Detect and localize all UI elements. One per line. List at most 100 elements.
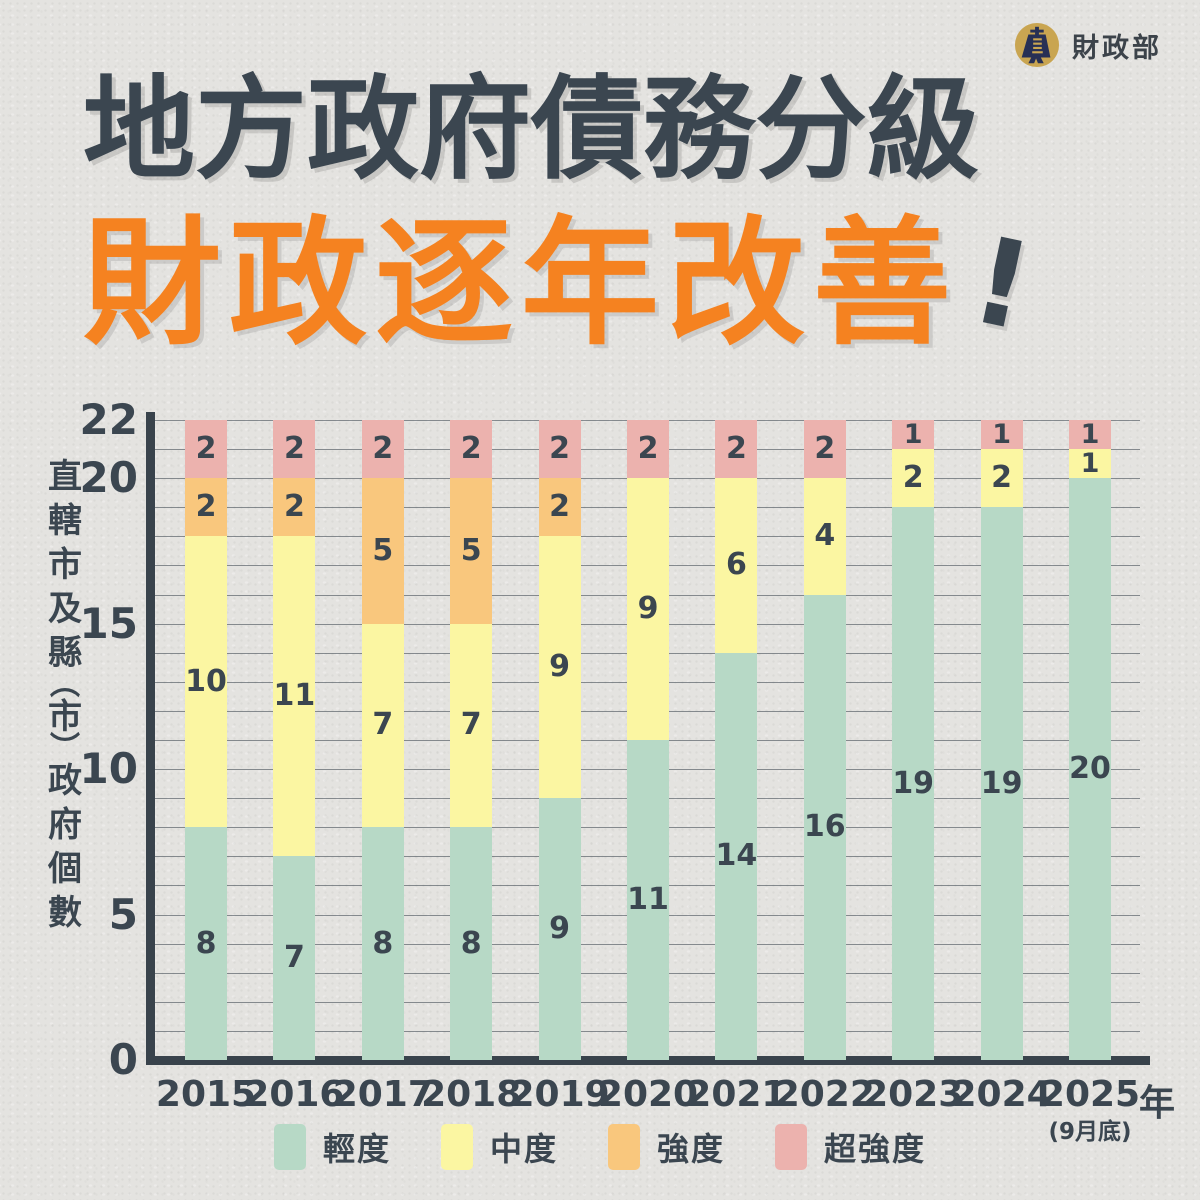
legend-item-中度: 中度: [440, 1124, 558, 1170]
bar-value-label: 7: [283, 940, 305, 976]
bar-value-label: 5: [460, 532, 482, 568]
bar-2020: 11 9 2: [627, 420, 669, 1060]
x-axis-tick-label-2017: 2017: [332, 1074, 433, 1115]
legend-label: 輕度: [322, 1130, 391, 1168]
bar-segment-輕度-2016: 7: [273, 856, 316, 1060]
x-axis-tick-label-2022: 2022: [774, 1074, 875, 1115]
bar-segment-中度-2019: 9: [538, 536, 581, 799]
poster-title-line2: 財政逐年改善!: [83, 211, 1043, 358]
bar-value-label: 11: [273, 678, 316, 714]
bar-segment-輕度-2023: 19: [892, 507, 935, 1060]
bar-segment-超強度-2024: 1: [980, 419, 1023, 451]
bar-value-label: 8: [372, 925, 394, 961]
bar-value-label: 2: [814, 431, 836, 467]
bar-value-label: 2: [195, 431, 217, 467]
bar-value-label: 2: [725, 431, 747, 467]
bar-2019: 9 9 2 2: [538, 420, 581, 1060]
y-axis-tick-label-20: 20: [79, 453, 138, 503]
x-axis-tick-label-2021: 2021: [686, 1074, 787, 1115]
legend-swatch-icon: [440, 1124, 473, 1170]
x-axis-tick-label-2023: 2023: [863, 1074, 964, 1115]
bar-value-label: 9: [549, 911, 571, 947]
x-axis-tick-label-2020: 2020: [597, 1074, 699, 1115]
x-axis-tick-label-2019: 2019: [509, 1074, 610, 1115]
mof-emblem-icon: [1014, 22, 1060, 68]
bar-segment-超強度-2017: 2: [361, 420, 404, 479]
bar-value-label: 8: [195, 925, 217, 961]
x-axis-unit-label: 年: [1138, 1083, 1175, 1124]
bar-value-label: 8: [460, 925, 482, 961]
y-axis-ticks: 0 5 10 15 20 22: [58, 396, 138, 1084]
legend-item-超強度: 超強度: [775, 1124, 926, 1170]
bar-segment-輕度-2024: 19: [980, 507, 1023, 1060]
y-axis-title-char: 轄: [48, 501, 82, 541]
bar-value-label: 5: [372, 532, 394, 568]
legend-label: 強度: [657, 1130, 726, 1168]
bar-2021: 14 6 2: [715, 420, 758, 1060]
x-axis-tick-label-2018: 2018: [421, 1074, 522, 1115]
bar-segment-輕度-2022: 16: [803, 594, 846, 1060]
y-axis-title-char: 市: [48, 545, 82, 585]
bar-value-label: 16: [803, 809, 846, 845]
y-axis-title-char: 個: [48, 849, 82, 889]
legend-label: 中度: [489, 1130, 558, 1168]
bar-segment-超強度-2021: 2: [715, 420, 758, 479]
bar-segment-輕度-2015: 8: [185, 827, 227, 1060]
y-axis-title-char: ︵: [50, 667, 80, 702]
y-axis-line: [146, 412, 155, 1065]
bar-value-label: 20: [1069, 751, 1111, 787]
bar-2016: 7 11 2 2: [273, 420, 316, 1060]
bar-2015: 8 10 2 2: [185, 420, 227, 1060]
bar-segment-強度-2019: 2: [538, 478, 581, 537]
bar-segment-中度-2015: 10: [185, 536, 227, 828]
bar-value-label: 7: [460, 707, 482, 743]
y-axis-tick-label-15: 15: [79, 598, 138, 648]
bar-value-label: 2: [549, 489, 571, 525]
legend-item-強度: 強度: [608, 1124, 725, 1170]
bar-value-label: 2: [283, 489, 305, 525]
x-axis-tick-label-2015: 2015: [155, 1074, 257, 1115]
bar-segment-輕度-2020: 11: [627, 740, 669, 1060]
bar-2025: 20 1 1: [1069, 420, 1111, 1060]
poster-title-line2-text: 財政逐年改善: [83, 203, 960, 364]
y-axis-title-char: 政: [48, 761, 82, 801]
bar-value-label: 19: [980, 765, 1023, 801]
y-axis-tick-label-0: 0: [108, 1035, 138, 1084]
bar-segment-超強度-2020: 2: [627, 420, 669, 479]
y-axis-tick-label-5: 5: [108, 889, 138, 939]
y-axis-title-char: 直: [48, 457, 82, 497]
x-axis-note: (9月底): [1048, 1119, 1132, 1145]
bar-value-label: 7: [372, 707, 394, 743]
bar-value-label: 2: [195, 489, 217, 525]
bar-segment-超強度-2015: 2: [185, 420, 227, 479]
bar-value-label: 6: [725, 547, 747, 583]
bar-segment-中度-2018: 7: [450, 623, 493, 828]
y-axis-title: 直轄市及縣 ︵ 市 ︶ 政府個數: [42, 455, 88, 935]
brand-header: 財政部: [1014, 22, 1162, 68]
y-axis-title-char: ︶: [50, 731, 80, 766]
bar-value-label: 1: [992, 419, 1011, 451]
legend-label: 超強度: [824, 1130, 927, 1168]
bar-segment-強度-2015: 2: [185, 478, 227, 537]
y-axis-title-char: 及: [48, 589, 82, 629]
bar-2017: 8 7 5 2: [361, 420, 404, 1060]
bar-segment-中度-2017: 7: [361, 623, 404, 828]
legend-item-輕度: 輕度: [273, 1124, 391, 1170]
bar-segment-輕度-2025: 20: [1069, 478, 1111, 1060]
y-axis-title-char: 市: [48, 697, 82, 737]
bar-2023: 19 2 1: [892, 420, 935, 1060]
bar-2024: 19 2 1: [980, 419, 1023, 1060]
bar-segment-超強度-2025: 1: [1069, 420, 1111, 450]
bar-2022: 16 4 2: [803, 420, 846, 1060]
legend-swatch-icon: [608, 1124, 640, 1170]
x-axis-tick-label-2024: 2024: [951, 1074, 1052, 1115]
legend-swatch-icon: [273, 1124, 306, 1170]
bar-segment-中度-2016: 11: [273, 536, 316, 857]
bar-segment-輕度-2018: 8: [450, 827, 493, 1060]
bar-segment-強度-2017: 5: [361, 478, 404, 624]
bar-value-label: 2: [991, 460, 1013, 496]
y-axis-title-char: 縣: [48, 633, 82, 673]
bar-value-label: 2: [549, 431, 571, 467]
org-name: 財政部: [1072, 32, 1162, 64]
